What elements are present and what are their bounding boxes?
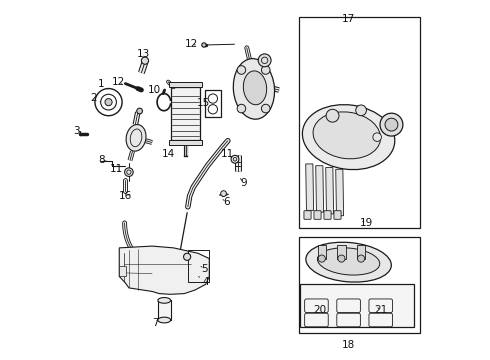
Text: 11: 11 xyxy=(110,164,123,174)
Bar xyxy=(171,87,200,140)
Polygon shape xyxy=(316,166,323,212)
Ellipse shape xyxy=(318,248,380,275)
Text: 10: 10 xyxy=(148,85,161,95)
Text: 14: 14 xyxy=(162,149,175,158)
Text: 11: 11 xyxy=(221,149,235,159)
Ellipse shape xyxy=(126,125,146,151)
Circle shape xyxy=(262,104,270,113)
Circle shape xyxy=(356,105,367,116)
Text: 2: 2 xyxy=(91,93,100,103)
Circle shape xyxy=(338,255,345,262)
Bar xyxy=(188,249,209,282)
Circle shape xyxy=(373,133,381,141)
Circle shape xyxy=(124,168,133,176)
Polygon shape xyxy=(336,169,343,216)
Ellipse shape xyxy=(313,112,381,159)
Text: 12: 12 xyxy=(185,39,198,49)
FancyBboxPatch shape xyxy=(314,211,321,219)
Bar xyxy=(300,284,414,327)
Text: 9: 9 xyxy=(241,178,247,188)
FancyBboxPatch shape xyxy=(324,211,331,219)
Polygon shape xyxy=(306,164,314,210)
Circle shape xyxy=(380,113,403,136)
Circle shape xyxy=(326,109,339,122)
Circle shape xyxy=(237,66,245,74)
Bar xyxy=(299,18,420,228)
Circle shape xyxy=(231,156,239,163)
Text: 3: 3 xyxy=(73,126,81,136)
Ellipse shape xyxy=(244,71,267,105)
Circle shape xyxy=(258,54,271,67)
Text: 16: 16 xyxy=(119,191,132,201)
Text: 4: 4 xyxy=(198,276,209,287)
Text: 7: 7 xyxy=(152,318,158,328)
Text: 1: 1 xyxy=(98,78,108,89)
Bar xyxy=(119,266,126,276)
Circle shape xyxy=(142,57,148,64)
Text: 17: 17 xyxy=(342,14,355,24)
FancyBboxPatch shape xyxy=(304,211,311,219)
Text: 18: 18 xyxy=(342,340,355,350)
Circle shape xyxy=(262,66,270,74)
Text: 21: 21 xyxy=(374,305,388,315)
Text: 5: 5 xyxy=(201,264,208,274)
Bar xyxy=(169,140,202,145)
Circle shape xyxy=(385,118,398,131)
Ellipse shape xyxy=(233,59,274,119)
Text: 15: 15 xyxy=(197,98,210,108)
FancyBboxPatch shape xyxy=(334,211,341,219)
Text: 8: 8 xyxy=(98,156,106,165)
Bar xyxy=(357,245,366,259)
Text: 20: 20 xyxy=(314,305,326,315)
Ellipse shape xyxy=(158,317,171,323)
Bar xyxy=(299,237,420,333)
Bar xyxy=(205,90,220,117)
Text: 6: 6 xyxy=(223,197,230,207)
Circle shape xyxy=(318,255,325,262)
Bar xyxy=(337,245,346,259)
Ellipse shape xyxy=(158,297,171,303)
Polygon shape xyxy=(119,246,209,294)
Polygon shape xyxy=(326,167,334,214)
Bar xyxy=(158,300,171,320)
Ellipse shape xyxy=(302,105,395,170)
Circle shape xyxy=(105,99,112,106)
Circle shape xyxy=(237,104,245,113)
Circle shape xyxy=(202,43,206,47)
Text: 19: 19 xyxy=(360,218,373,228)
Ellipse shape xyxy=(306,242,392,282)
Circle shape xyxy=(137,108,143,114)
Text: 12: 12 xyxy=(112,77,125,87)
Bar xyxy=(318,245,326,259)
Bar xyxy=(169,82,202,87)
Circle shape xyxy=(184,253,191,260)
Circle shape xyxy=(358,255,365,262)
Text: 13: 13 xyxy=(137,49,150,59)
Circle shape xyxy=(220,191,226,197)
